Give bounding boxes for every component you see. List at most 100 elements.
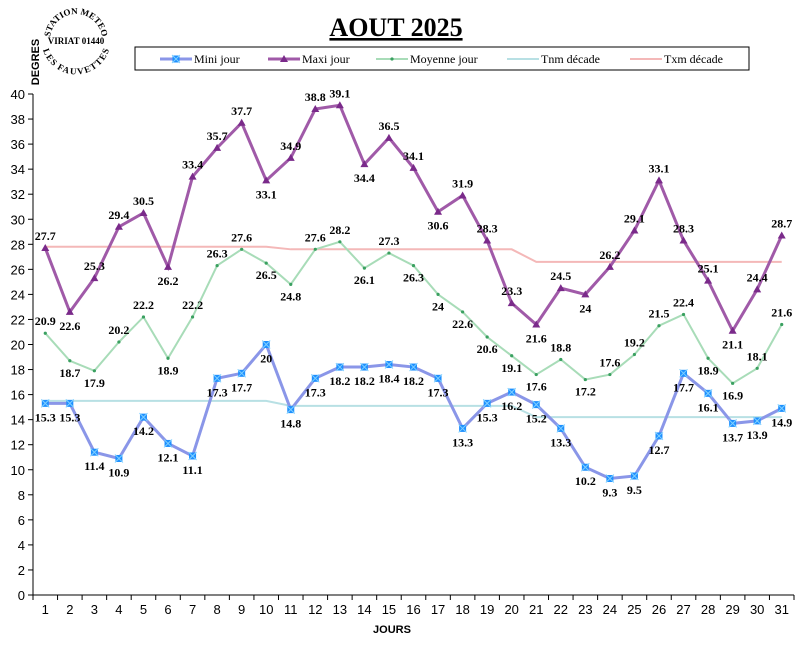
y-tick-label: 30 [11,212,25,227]
series-txm-décade [45,245,782,263]
data-point [608,372,612,377]
x-tick-label: 8 [213,602,220,617]
data-label: 10.2 [575,474,596,488]
data-label: 18.1 [747,349,768,363]
data-label: 20 [260,352,272,366]
y-tick-label: 14 [11,413,25,428]
y-tick-label: 24 [11,287,25,302]
data-label: 14.9 [771,415,792,429]
data-point [704,276,713,284]
y-tick-label: 34 [11,162,25,177]
data-point [460,310,465,314]
data-label: 13.3 [550,435,571,449]
data-point [532,320,541,328]
data-point [311,105,320,113]
chart-title: AOUT 2025 [329,13,462,42]
series-maxi-jour: 27.7 22.6 25.3 29.4 30.5 26.2 33.4 35.737.7 33.1… [35,86,792,351]
data-label: 17.3 [305,385,326,399]
data-label: 11.4 [84,459,104,473]
data-point [755,366,759,370]
legend-label: Maxi jour [302,52,350,66]
series-mini-jour: 15.3 15.311.4 10.914.212.111.117.3 17.72014… [35,340,792,500]
x-tick-label: 15 [382,602,396,617]
legend-label: Tnm décade [541,52,600,66]
x-tick-label: 24 [603,602,617,617]
y-tick-label: 6 [18,513,25,528]
data-label: 15.3 [477,410,498,424]
data-point [681,312,686,317]
x-tick-label: 3 [91,602,98,617]
series-line [45,399,782,419]
data-point [338,240,342,244]
svg-text:VIRIAT 01440: VIRIAT 01440 [48,36,105,46]
data-label: 26.2 [599,248,620,262]
data-label: 22.2 [182,298,203,312]
y-tick-label: 22 [11,312,25,327]
data-label: 26.3 [207,247,228,261]
data-label: 19.1 [501,361,522,375]
y-tick-label: 36 [11,137,25,152]
data-label: 26.1 [354,273,375,287]
data-label: 15.2 [526,412,547,426]
data-point [215,263,219,268]
data-point [390,57,394,61]
data-label: 18.9 [698,363,719,377]
x-tick-label: 17 [431,602,445,617]
x-tick-label: 14 [357,602,371,617]
data-point [630,226,639,234]
y-tick-label: 32 [11,187,25,202]
y-tick-label: 26 [11,262,25,277]
data-point [387,251,391,255]
data-point [632,352,637,357]
data-point [43,331,47,335]
data-point [313,247,317,251]
data-label: 16.1 [698,400,719,414]
data-point [510,354,514,358]
data-point [190,315,195,319]
data-point [384,133,393,141]
series-tnm-décade [45,399,782,419]
data-point [706,356,710,360]
data-point [409,163,418,171]
data-label: 13.3 [452,435,473,449]
data-point [280,55,288,62]
data-label: 27.3 [378,234,399,248]
data-label: 34.4 [354,171,375,185]
y-tick-label: 16 [11,388,25,403]
legend-item: Tnm décade [507,52,600,66]
data-point [507,299,516,307]
data-point [581,290,590,298]
data-point [605,262,614,270]
data-label: 18.2 [329,374,350,388]
x-tick-label: 7 [189,602,196,617]
data-point [434,207,443,215]
data-point [436,292,440,296]
x-tick-label: 29 [725,602,739,617]
data-label: 15.3 [35,410,56,424]
data-label: 26.5 [256,268,277,282]
data-label: 28.7 [771,217,792,231]
data-label: 25.1 [698,262,719,276]
data-label: 31.9 [452,176,473,190]
data-point [90,274,99,282]
data-label: 24 [579,301,591,315]
x-tick-label: 27 [676,602,690,617]
data-label: 13.9 [747,428,768,442]
data-point [164,262,173,270]
station-logo: STATION METEO VIRIAT 01440 LES FAUVETTES [41,6,111,77]
x-tick-label: 28 [701,602,715,617]
legend-label: Txm décade [664,52,723,66]
data-label: 14.8 [280,417,301,431]
y-tick-label: 12 [11,438,25,453]
data-point [68,359,72,363]
data-point [114,222,123,230]
data-label: 18.2 [403,374,424,388]
x-tick-label: 12 [308,602,322,617]
x-tick-label: 26 [652,602,666,617]
data-label: 29.1 [624,212,645,226]
data-label: 25.3 [84,259,105,273]
data-label: 21.6 [526,331,547,345]
data-label: 34.9 [280,139,301,153]
data-label: 26.3 [403,271,424,285]
legend-label: Mini jour [194,52,240,66]
